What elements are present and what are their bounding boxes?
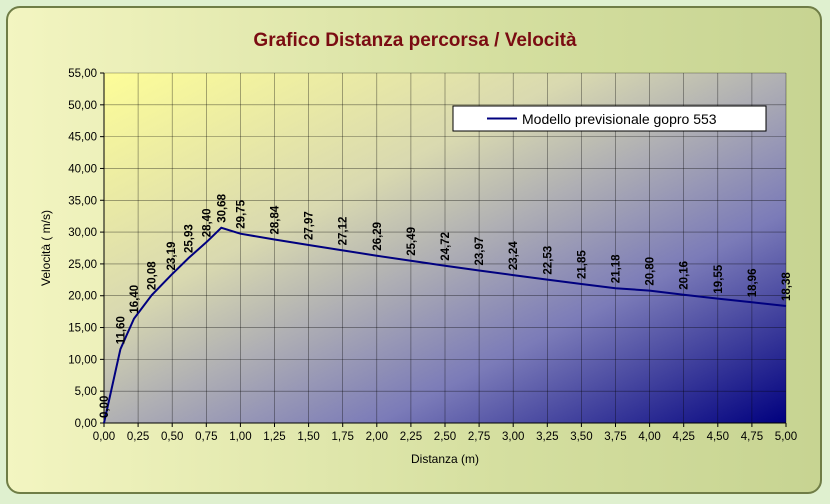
data-label: 27,12 — [338, 217, 350, 246]
y-tick-label: 15,00 — [68, 323, 97, 335]
x-tick-label: 3,25 — [536, 431, 558, 443]
data-label: 18,96 — [747, 269, 759, 298]
y-tick-label: 20,00 — [68, 291, 97, 303]
series-line — [103, 226, 787, 424]
x-tick-label: 0,00 — [93, 431, 115, 443]
x-tick-label: 2,00 — [366, 431, 388, 443]
x-tick-label: 2,25 — [400, 431, 422, 443]
data-label: 24,72 — [440, 232, 452, 261]
x-tick-label: 2,50 — [434, 431, 456, 443]
data-label: 0,00 — [99, 396, 111, 418]
y-tick-label: 5,00 — [75, 386, 97, 398]
data-label: 22,53 — [542, 246, 554, 275]
data-label: 11,60 — [115, 316, 127, 344]
y-tick-label: 10,00 — [68, 354, 97, 366]
data-label: 20,16 — [679, 261, 691, 290]
x-tick-label: 4,50 — [707, 431, 729, 443]
x-tick-label: 2,75 — [468, 431, 490, 443]
y-tick-label: 25,00 — [68, 259, 97, 271]
data-label: 20,80 — [645, 257, 657, 286]
y-tick-label: 55,00 — [68, 68, 97, 80]
y-tick-label: 45,00 — [68, 132, 97, 144]
x-tick-label: 0,25 — [127, 431, 149, 443]
data-label: 23,24 — [508, 241, 520, 270]
x-tick-label: 4,00 — [638, 431, 660, 443]
y-tick-label: 40,00 — [68, 163, 97, 175]
y-tick-label: 35,00 — [68, 195, 97, 207]
data-label: 23,19 — [166, 242, 178, 271]
legend: Modello previsionale gopro 553 — [452, 105, 767, 132]
chart-title: Grafico Distanza percorsa / Velocità — [253, 30, 577, 51]
data-label: 20,08 — [147, 261, 159, 290]
y-tick-label: 30,00 — [68, 227, 97, 239]
data-label: 18,38 — [781, 272, 793, 301]
x-tick-label: 4,25 — [673, 431, 695, 443]
x-axis-label: Distanza (m) — [411, 452, 479, 466]
data-label: 21,85 — [576, 250, 588, 279]
x-tick-label: 3,75 — [604, 431, 626, 443]
x-tick-label: 0,50 — [161, 431, 183, 443]
x-tick-label: 1,25 — [263, 431, 285, 443]
x-tick-label: 3,50 — [570, 431, 592, 443]
y-axis-label: Velocità ( m/s) — [39, 210, 53, 286]
x-tick-label: 0,75 — [195, 431, 217, 443]
data-label: 28,40 — [201, 209, 213, 238]
data-label: 19,55 — [713, 264, 725, 293]
x-tick-labels: 0,00 0,25 0,50 0,75 1,00 1,25 1,50 1,75 2,00 2,25… — [93, 431, 797, 443]
data-label: 25,49 — [406, 227, 418, 256]
data-label: 25,93 — [184, 224, 196, 253]
y-tick-label: 50,00 — [68, 100, 97, 112]
data-label: 27,97 — [304, 211, 316, 240]
x-tick-label: 1,00 — [229, 431, 251, 443]
data-label: 23,97 — [474, 237, 486, 266]
data-label: 16,40 — [129, 285, 141, 314]
x-tick-label: 3,00 — [502, 431, 524, 443]
x-tick-label: 4,75 — [741, 431, 763, 443]
x-tick-label: 1,75 — [332, 431, 354, 443]
x-tick-label: 5,00 — [775, 431, 797, 443]
data-label: 28,84 — [269, 205, 281, 234]
y-tick-labels: 0,00 5,00 10,00 15,00 20,00 25,00 30,00 35,00 40… — [68, 68, 97, 430]
data-label: 26,29 — [372, 222, 384, 251]
data-label: 30,68 — [216, 193, 228, 222]
axes — [100, 72, 787, 427]
y-tick-label: 0,00 — [75, 418, 97, 430]
x-tick-label: 1,50 — [297, 431, 319, 443]
legend-label: Modello previsionale gopro 553 — [522, 111, 717, 127]
data-label: 29,75 — [235, 199, 247, 228]
data-label: 21,18 — [611, 254, 623, 283]
